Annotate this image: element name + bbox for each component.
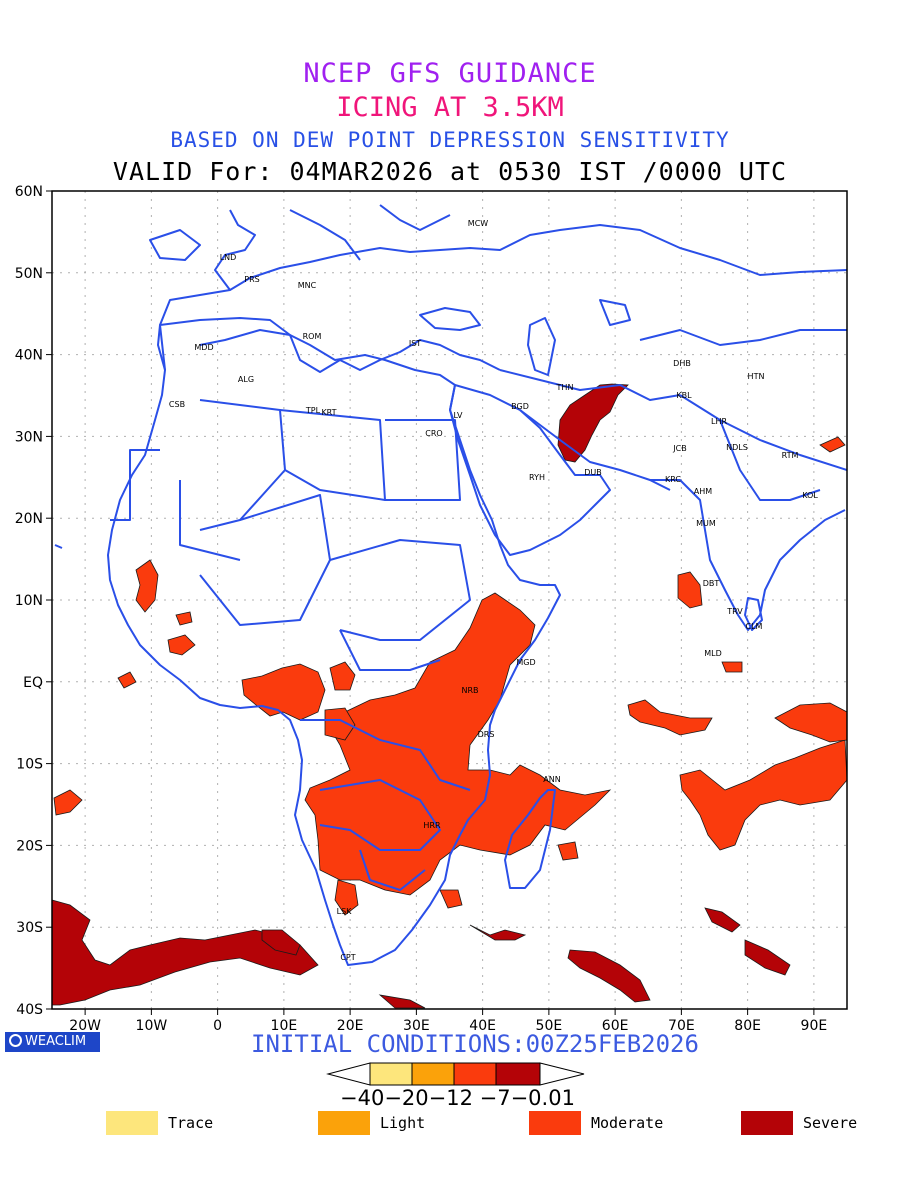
station-label: KRT xyxy=(321,408,336,417)
station-label: KRC xyxy=(665,475,681,484)
y-axis-ticks: 60N 50N 40N 30N 20N 10N EQ 10S 20S 30S 40S xyxy=(15,184,52,1018)
station-label: IST xyxy=(409,339,421,348)
y-tick-label: 30S xyxy=(16,920,43,936)
station-label: MNC xyxy=(298,281,317,290)
weaclim-logo-icon xyxy=(9,1034,22,1047)
weaclim-logo: WEACLIM xyxy=(5,1032,100,1052)
x-tick-label: 10E xyxy=(271,1018,298,1034)
station-label: KBL xyxy=(676,391,692,400)
station-label: CSB xyxy=(169,400,185,409)
station-label: BGD xyxy=(511,402,529,411)
station-label: MUM xyxy=(696,519,716,528)
x-tick-label: 90E xyxy=(801,1018,828,1034)
x-tick-label: 40E xyxy=(469,1018,496,1034)
station-label: LND xyxy=(220,253,237,262)
legend-swatch-severe xyxy=(741,1111,793,1135)
x-tick-label: 20E xyxy=(337,1018,364,1034)
y-tick-label: 10S xyxy=(16,757,43,773)
x-tick-label: 0 xyxy=(213,1018,222,1034)
map-frame xyxy=(51,190,848,1010)
station-label: ALG xyxy=(238,375,254,384)
y-tick-label: EQ xyxy=(23,675,43,691)
station-label: MDD xyxy=(194,343,213,352)
x-tick-label: 50E xyxy=(536,1018,563,1034)
station-label: ROM xyxy=(303,332,322,341)
station-label: MLD xyxy=(704,649,722,658)
station-labels: MCW LND PRS MNC ROM MDD IST ALG CSB TPL KRT CRO LV BG… xyxy=(169,219,818,962)
station-label: THN xyxy=(556,383,574,392)
station-label: KOL xyxy=(802,491,818,500)
legend-label-light: Light xyxy=(380,1114,426,1132)
legend-label-severe: Severe xyxy=(803,1114,858,1132)
y-tick-label: 60N xyxy=(15,184,43,200)
station-label: MCW xyxy=(468,219,488,228)
legend-swatch-trace xyxy=(106,1111,158,1135)
y-tick-label: 40N xyxy=(15,348,43,364)
legend-label-trace: Trace xyxy=(168,1114,214,1132)
valid-time: VALID For: 04MAR2026 at 0530 IST /0000 U… xyxy=(112,157,788,186)
station-label: DHB xyxy=(673,359,691,368)
legend-label-moderate: Moderate xyxy=(591,1114,664,1132)
station-label: LV xyxy=(453,411,463,420)
x-tick-label: 60E xyxy=(602,1018,629,1034)
station-label: MGD xyxy=(516,658,535,667)
station-label: AHM xyxy=(694,487,712,496)
station-label: PRS xyxy=(244,275,259,284)
title-line-3: BASED ON DEW POINT DEPRESSION SENSITIVIT… xyxy=(170,128,730,152)
x-tick-label: 10W xyxy=(136,1018,168,1034)
coastlines xyxy=(54,204,847,966)
station-label: RYH xyxy=(529,473,545,482)
title-line-2: ICING AT 3.5KM xyxy=(336,92,564,123)
y-tick-label: 10N xyxy=(15,593,43,609)
brand-text: WEACLIM xyxy=(25,1034,87,1049)
station-label: NRB xyxy=(461,686,478,695)
station-label: RTM xyxy=(782,451,799,460)
station-label: DBT xyxy=(703,579,720,588)
legend-swatch-moderate xyxy=(529,1111,581,1135)
initial-conditions: INITIAL CONDITIONS:00Z25FEB2026 xyxy=(251,1030,699,1058)
station-label: CLM xyxy=(746,622,763,631)
station-label: LHR xyxy=(711,417,727,426)
station-label: CRO xyxy=(425,429,442,438)
y-tick-label: 40S xyxy=(16,1002,43,1018)
y-tick-label: 20S xyxy=(16,838,43,854)
station-label: DRS xyxy=(478,730,495,739)
station-label: ANN xyxy=(543,775,560,784)
station-label: TRV xyxy=(726,607,743,616)
y-tick-label: 30N xyxy=(15,429,43,445)
station-label: NDLS xyxy=(726,443,748,452)
station-label: LSK xyxy=(337,907,353,916)
y-tick-label: 20N xyxy=(15,511,43,527)
station-label: CPT xyxy=(340,953,355,962)
x-tick-label: 20W xyxy=(69,1018,101,1034)
map-gridlines xyxy=(52,191,847,1009)
legend-swatch-light xyxy=(318,1111,370,1135)
station-label: JCB xyxy=(672,444,686,453)
x-axis-ticks: 20W 10W 0 10E 20E 30E 40E 50E 60E 70E 80E 90E xyxy=(69,1009,827,1034)
x-tick-label: 30E xyxy=(403,1018,430,1034)
station-label: DUB xyxy=(584,468,602,477)
station-label: HRR xyxy=(423,821,441,830)
station-label: TPL xyxy=(305,406,321,415)
y-tick-label: 50N xyxy=(15,266,43,282)
x-tick-label: 70E xyxy=(668,1018,695,1034)
colorbar-labels: −40−20−12 −7−0.01 xyxy=(340,1086,575,1110)
title-line-1: NCEP GFS GUIDANCE xyxy=(303,58,597,89)
icing-areas xyxy=(52,383,847,1009)
station-label: HTN xyxy=(748,372,765,381)
x-tick-label: 80E xyxy=(734,1018,761,1034)
